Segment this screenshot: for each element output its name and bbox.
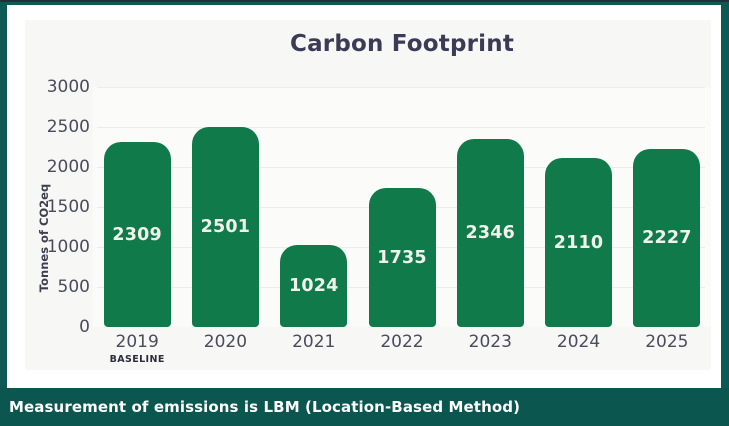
window-top-edge-line [0, 0, 729, 2]
y-tick-label: 2000 [46, 157, 90, 177]
footer-note-text: Measurement of emissions is LBM (Locatio… [9, 398, 521, 416]
y-tick-label: 500 [57, 277, 90, 297]
gridline [97, 127, 705, 128]
bar-2021: 1024 [280, 245, 348, 327]
x-tick-label-2020: 2020 [180, 332, 270, 352]
x-tick-year: 2022 [380, 332, 424, 352]
bar-2019: 2309 [103, 142, 171, 327]
x-tick-year: 2020 [203, 332, 248, 352]
bar-value-label: 1735 [377, 247, 427, 268]
bar-value-label: 2110 [553, 232, 604, 253]
y-tick-label: 1500 [46, 197, 90, 217]
bar-value-label: 2309 [112, 224, 162, 245]
bar-2022: 1735 [368, 188, 436, 327]
x-tick-year: 2019 [115, 332, 159, 352]
gridline [97, 87, 705, 88]
plot-area: 2309 2501 1024 1735 2346 2110 2227 [93, 87, 711, 327]
x-tick-year: 2021 [292, 332, 336, 352]
gridline [97, 167, 705, 168]
x-tick-label-2025: 2025 [622, 332, 712, 352]
x-tick-label-2022: 2022 [357, 332, 447, 352]
y-tick-label: 0 [79, 317, 90, 337]
x-tick-year: 2024 [556, 332, 601, 352]
bar-2023: 2346 [456, 139, 524, 327]
bar-value-label: 1024 [288, 276, 339, 297]
bar-value-label: 2346 [465, 223, 516, 244]
y-tick-label: 1000 [46, 237, 90, 257]
y-axis-title: Tonnes of CO2eq [37, 183, 51, 293]
bar-2025: 2227 [633, 148, 701, 327]
chart-title: Carbon Footprint [289, 31, 515, 57]
y-tick-label: 3000 [46, 77, 90, 97]
bar-2024: 2110 [545, 158, 613, 327]
footer-note-bar: Measurement of emissions is LBM (Locatio… [0, 388, 729, 426]
bar-value-label: 2501 [200, 216, 251, 237]
x-tick-label-2023: 2023 [445, 332, 535, 352]
x-tick-label-2021: 2021 [269, 332, 359, 352]
y-tick-label: 2500 [46, 117, 90, 137]
bar-2020: 2501 [191, 126, 259, 327]
x-tick-label-2019: 2019 BASELINE [92, 332, 182, 365]
x-tick-year: 2023 [468, 332, 512, 352]
x-tick-label-2024: 2024 [534, 332, 624, 352]
x-tick-year: 2025 [645, 332, 689, 352]
baseline-label: BASELINE [109, 354, 165, 365]
bar-value-label: 2227 [642, 227, 692, 248]
